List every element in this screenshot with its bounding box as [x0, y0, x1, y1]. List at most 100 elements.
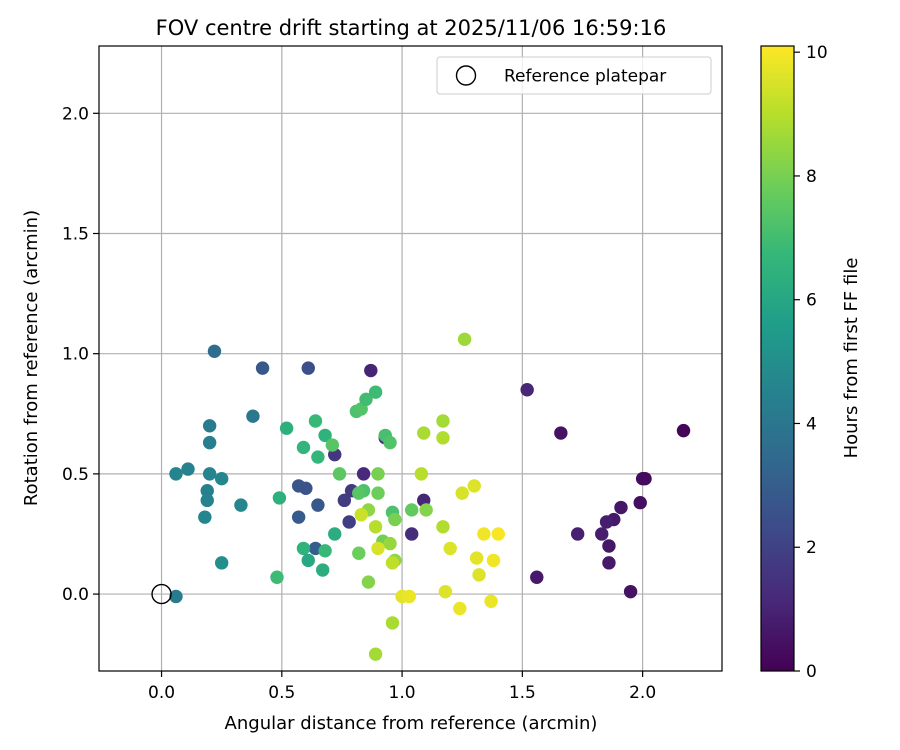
data-point	[337, 493, 352, 508]
colorbar: 0 2 4 6 8 10 Hours from first FF file	[760, 43, 862, 682]
data-point	[635, 471, 650, 486]
data-point	[316, 563, 330, 577]
data-point	[356, 467, 371, 481]
colorbar-tick-label: 4	[806, 414, 817, 434]
data-point	[198, 510, 212, 524]
colorbar-tick-label: 6	[806, 291, 817, 311]
data-point	[181, 462, 195, 476]
data-point	[325, 438, 340, 452]
data-point	[207, 344, 222, 358]
data-point	[296, 541, 311, 556]
data-point	[169, 589, 183, 604]
data-point	[443, 541, 457, 556]
data-point	[676, 423, 691, 438]
data-point	[455, 486, 469, 500]
colorbar-label: Hours from first FF file	[841, 258, 862, 459]
data-point	[332, 467, 347, 481]
data-point	[383, 435, 397, 450]
data-point	[368, 520, 383, 534]
data-points	[169, 332, 691, 661]
data-point	[595, 527, 609, 541]
plot-frame	[98, 45, 723, 672]
colorbar-tick-label: 2	[806, 538, 817, 558]
x-tick-label: 1.5	[509, 683, 536, 703]
data-point	[633, 496, 647, 510]
data-point	[234, 498, 248, 512]
data-point	[361, 575, 376, 589]
x-tick-label: 0.5	[268, 683, 295, 703]
data-point	[405, 503, 419, 517]
data-point	[438, 584, 453, 599]
y-tick-label: 0.0	[62, 585, 89, 605]
data-point	[484, 594, 498, 608]
x-axis-ticks: 0.0 0.5 1.0 1.5 2.0	[148, 671, 656, 703]
legend: Reference platepar	[436, 56, 712, 95]
y-tick-label: 2.0	[62, 104, 89, 124]
colorbar-gradient	[760, 45, 795, 672]
data-point	[383, 536, 397, 551]
data-point	[530, 570, 544, 584]
data-point	[402, 589, 416, 604]
data-point	[311, 450, 325, 464]
data-point	[554, 426, 568, 440]
data-point	[246, 409, 260, 423]
data-point	[299, 481, 313, 496]
data-point	[599, 515, 614, 529]
reference-marker-layer	[151, 583, 172, 605]
data-point	[388, 512, 402, 527]
reference-platepar-marker	[151, 583, 172, 605]
data-point	[354, 508, 368, 522]
data-point	[272, 491, 287, 505]
data-point	[296, 440, 311, 455]
data-point	[200, 484, 214, 498]
colorbar-tick-label: 0	[806, 662, 817, 682]
data-point	[301, 361, 315, 375]
data-point	[385, 556, 400, 570]
data-point	[291, 510, 306, 524]
data-point	[318, 428, 332, 443]
data-point	[279, 421, 294, 435]
colorbar-tick-label: 8	[806, 167, 817, 187]
data-point	[419, 503, 433, 517]
colorbar-ticks: 0 2 4 6 8 10	[794, 43, 828, 682]
y-axis-ticks: 0.0 0.5 1.0 1.5 2.0	[62, 104, 99, 605]
data-point	[169, 467, 183, 481]
data-point	[436, 414, 450, 428]
data-point	[318, 544, 332, 558]
data-point	[491, 527, 505, 541]
data-point	[453, 601, 467, 616]
data-point	[342, 515, 356, 529]
data-point	[472, 568, 486, 582]
data-point	[467, 479, 481, 493]
data-point	[311, 498, 325, 512]
legend-reference-marker	[455, 65, 477, 86]
chart-title: FOV centre drift starting at 2025/11/06 …	[156, 16, 667, 40]
x-tick-label: 2.0	[629, 683, 656, 703]
data-point	[301, 553, 315, 568]
data-point	[368, 647, 383, 661]
data-point	[405, 527, 419, 541]
data-point	[200, 493, 214, 508]
data-point	[202, 419, 217, 433]
y-tick-label: 1.0	[62, 345, 89, 365]
data-point	[486, 553, 501, 568]
x-tick-label: 0.0	[148, 683, 175, 703]
data-point	[457, 332, 472, 346]
data-point	[520, 383, 534, 397]
data-point	[352, 546, 366, 560]
data-point	[214, 556, 229, 570]
data-point	[308, 414, 323, 428]
data-point	[436, 520, 450, 534]
data-point	[214, 471, 229, 486]
data-point	[270, 570, 284, 584]
data-point	[255, 361, 270, 375]
legend-label-reference: Reference platepar	[504, 67, 666, 87]
y-tick-label: 0.5	[62, 465, 89, 485]
data-point	[371, 486, 385, 500]
data-point	[417, 426, 431, 440]
data-point	[359, 392, 373, 407]
y-tick-label: 1.5	[62, 225, 89, 245]
data-point	[623, 584, 638, 599]
